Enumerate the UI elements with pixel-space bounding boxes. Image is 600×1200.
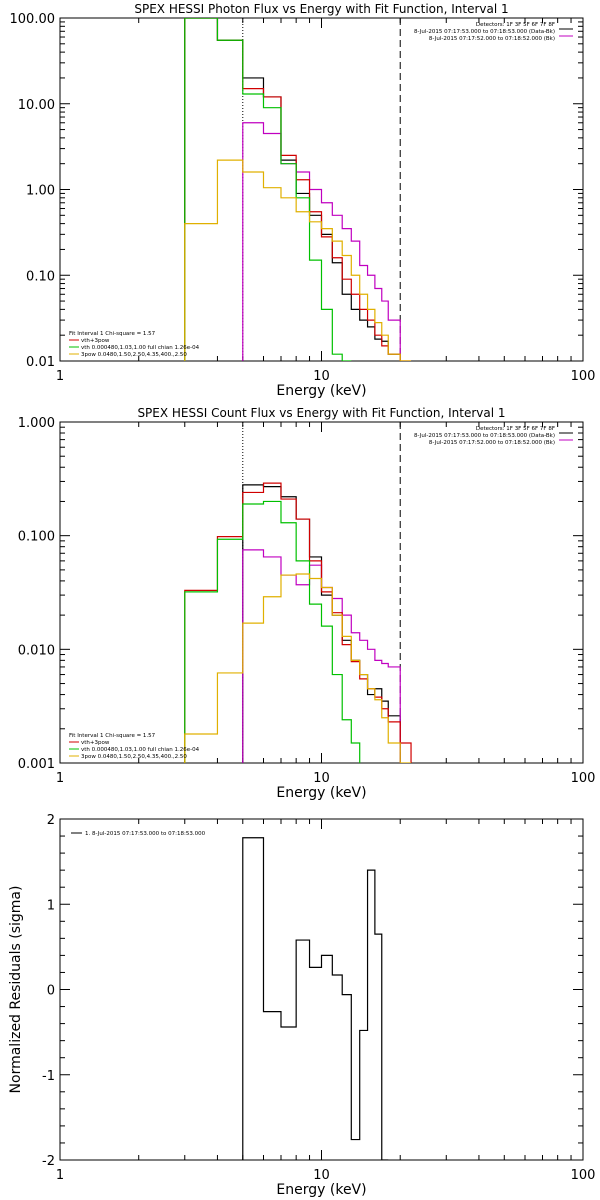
y-tick-label: 0 <box>47 984 55 999</box>
series-line-vth <box>184 18 352 361</box>
x-tick-label: 1 <box>56 1168 64 1183</box>
plot-frame <box>59 818 584 1161</box>
x-tick-label: 1 <box>56 369 64 384</box>
tick-marks <box>59 818 583 1161</box>
series-line-vth-3pow <box>184 482 412 763</box>
legend-text: vth 0.000480,1.03,1.00 full chian 1.26e-… <box>81 345 200 351</box>
legend-text: vth+3pow <box>81 338 110 344</box>
legend-text: 8-Jul-2015 07:17:53.000 to 07:18:53.000 … <box>414 29 555 35</box>
x-tick-label: 10 <box>313 369 330 384</box>
series-line-bk <box>242 549 401 763</box>
y-tick-label: -1 <box>42 1069 55 1084</box>
series-line-vth <box>184 500 361 763</box>
legend-text: Detectors: 1F 3F 5F 6F 7F 8F <box>476 426 555 432</box>
y-tick-label: -2 <box>42 1154 55 1169</box>
series-line-3pow <box>184 573 412 763</box>
y-tick-label: 100.00 <box>10 12 56 27</box>
y-tick-label: 2 <box>47 813 55 828</box>
y-tick-label: 1.000 <box>18 416 55 431</box>
series-line-3pow <box>184 159 412 361</box>
chart-1: SPEX HESSI Photon Flux vs Energy with Fi… <box>10 2 596 399</box>
legend-text: vth 0.000480,1.03,1.00 full chian 1.26e-… <box>81 747 200 753</box>
legend-text: 8-Jul-2015 07:17:53.000 to 07:18:53.000 … <box>414 433 555 439</box>
y-tick-label: 0.10 <box>26 269 55 284</box>
y-tick-label: 1.00 <box>26 184 55 199</box>
x-axis-label: Energy (keV) <box>276 785 366 801</box>
y-axis-label: Normalized Residuals (sigma) <box>8 886 24 1094</box>
series-line-1-8-jul-2015-07-17-53-000-to-07-18-53-000 <box>242 837 389 1160</box>
x-tick-label: 100 <box>571 369 596 384</box>
x-axis-label: Energy (keV) <box>276 1182 366 1198</box>
chart-title: SPEX HESSI Photon Flux vs Energy with Fi… <box>134 2 508 16</box>
x-axis-label: Energy (keV) <box>276 383 366 399</box>
legend-text: Fit Interval 1 Chi-square = 1.57 <box>69 331 156 337</box>
legend-text: 8-Jul-2015 07:17:52.000 to 07:18:52.000 … <box>429 36 555 42</box>
y-tick-label: 0.010 <box>18 643 55 658</box>
legend-text: 3pow 0.0480,1.50,2.50,4.35,400.,2.50 <box>81 754 187 760</box>
y-tick-label: 0.100 <box>18 530 55 545</box>
legend-text: 1. 8-Jul-2015 07:17:53.000 to 07:18:53.0… <box>85 831 206 837</box>
y-tick-label: 0.01 <box>26 355 55 370</box>
x-tick-label: 10 <box>313 1168 330 1183</box>
y-tick-label: 1 <box>47 898 55 913</box>
chart-3: 1 10 100 -2 -1 0 1 2 Energy (keV) Normalized Resi… <box>8 813 595 1198</box>
series-line-bk <box>242 122 401 361</box>
x-tick-label: 1 <box>56 771 64 786</box>
chart-2: SPEX HESSI Count Flux vs Energy with Fit… <box>18 406 596 801</box>
legend-text: Fit Interval 1 Chi-square = 1.57 <box>69 733 156 739</box>
chart-title: SPEX HESSI Count Flux vs Energy with Fit… <box>137 406 505 420</box>
x-tick-label: 100 <box>571 771 596 786</box>
legend-text: Detectors: 1F 3F 5F 6F 7F 8F <box>476 22 555 28</box>
y-tick-label: 10.00 <box>18 98 55 113</box>
legend-text: 8-Jul-2015 07:17:52.000 to 07:18:52.000 … <box>429 440 555 446</box>
legend-text: 3pow 0.0480,1.50,2.50,4.35,400.,2.50 <box>81 352 187 358</box>
x-tick-label: 10 <box>313 771 330 786</box>
legend-text: vth+3pow <box>81 740 110 746</box>
x-tick-label: 100 <box>571 1168 596 1183</box>
y-tick-label: 0.001 <box>18 757 55 772</box>
series-line-vth-3pow <box>184 18 412 361</box>
